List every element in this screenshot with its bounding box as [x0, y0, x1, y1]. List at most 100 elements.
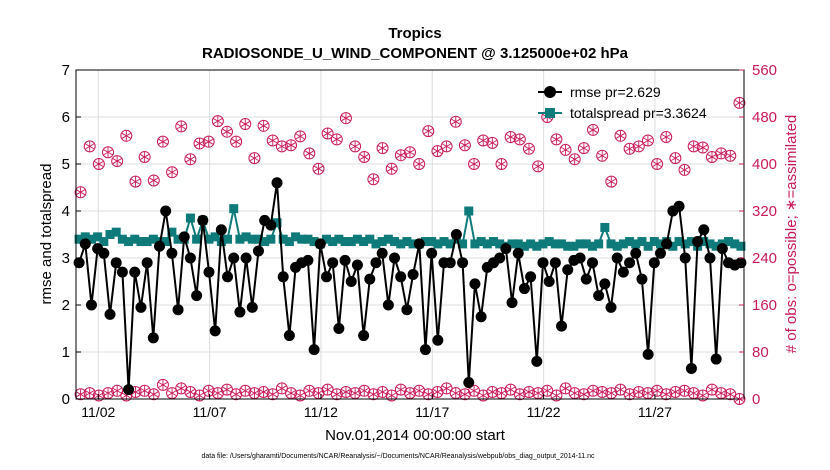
obs-asterisk-stroke [533, 390, 543, 397]
obs-asterisk-stroke [707, 386, 717, 393]
y-tick-label: 7 [62, 62, 70, 79]
rmse-point [444, 257, 456, 269]
rmse-point [85, 299, 97, 311]
obs-asterisk-stroke [597, 389, 607, 395]
rmse-point [98, 247, 110, 259]
obs-asterisk-stroke [213, 118, 223, 125]
x-tick-label: 11/07 [193, 404, 227, 420]
rmse-point [716, 243, 728, 255]
totalspread-point [433, 239, 443, 249]
possible-point [513, 133, 526, 146]
obs-asterisk-stroke [679, 166, 690, 173]
possible-point [294, 130, 307, 143]
y-tick-label: 2 [62, 297, 70, 314]
possible-point [669, 152, 682, 165]
obs-asterisk-stroke [423, 391, 433, 398]
rmse-point [197, 214, 209, 226]
totalspread-point [86, 234, 96, 244]
totalspread-point [649, 237, 659, 247]
possible-point [440, 140, 453, 153]
obs-asterisk-stroke [377, 389, 388, 395]
possible-point [724, 149, 737, 162]
obs-asterisk-stroke [222, 128, 232, 135]
possible-point [367, 173, 380, 186]
possible-point [376, 142, 389, 155]
obs-asterisk-stroke [286, 390, 296, 397]
obs-asterisk-stroke [469, 161, 479, 167]
possible-point [687, 140, 700, 153]
obs-circle [486, 136, 499, 149]
obs-circle [202, 135, 215, 148]
obs-asterisk-stroke [588, 127, 598, 133]
rmse-point [370, 257, 382, 269]
obs-asterisk-stroke [442, 143, 452, 150]
obs-asterisk-stroke [359, 387, 369, 394]
obs-asterisk-stroke [259, 122, 269, 129]
obs-circle [339, 112, 352, 125]
obs-circle [422, 125, 435, 138]
rmse-point [116, 266, 128, 278]
rmse-point [506, 297, 518, 309]
obs-asterisk-stroke [451, 118, 461, 125]
possible-point [111, 155, 124, 168]
obs-asterisk-stroke [295, 133, 305, 140]
obs-asterisk-stroke [121, 132, 131, 139]
totalspread-point [625, 237, 635, 247]
totalspread-point [309, 237, 319, 247]
possible-point [422, 125, 435, 138]
obs-asterisk-stroke [277, 385, 287, 392]
obs-asterisk-stroke [121, 392, 131, 399]
obs-asterisk-stroke [716, 390, 726, 397]
legend-totalspread-label: totalspread pr=3.3624 [570, 105, 707, 121]
possible-point [175, 120, 188, 133]
totalspread-point [136, 237, 146, 247]
obs-circle [632, 140, 645, 153]
obs-asterisk-stroke [661, 134, 671, 140]
obs-asterisk-stroke [341, 115, 351, 122]
possible-point [339, 112, 352, 125]
obs-asterisk-stroke [332, 391, 342, 398]
obs-asterisk-stroke [487, 139, 497, 146]
chart-subtitle: RADIOSONDE_U_WIND_COMPONENT @ 3.125000e+… [202, 45, 629, 62]
rmse-point [203, 266, 215, 278]
obs-circle [358, 150, 371, 163]
obs-circle [184, 153, 197, 166]
assimilated-point [632, 385, 645, 398]
rmse-point [692, 236, 704, 248]
obs-circle [495, 158, 508, 170]
totalspread-point [229, 204, 239, 214]
obs-circle [669, 152, 682, 165]
rmse-point [240, 252, 252, 264]
totalspread-point [346, 237, 356, 247]
obs-asterisk-stroke [85, 143, 95, 150]
totalspread-point [470, 239, 480, 249]
obs-circle [687, 140, 700, 153]
obs-circle [367, 173, 380, 186]
rmse-point [308, 344, 320, 356]
rmse-point [475, 311, 487, 323]
obs-asterisk-stroke [103, 390, 113, 397]
obs-asterisk-stroke [277, 143, 287, 150]
obs-circle [568, 153, 581, 166]
assimilated-point [74, 388, 87, 401]
obs-asterisk-stroke [158, 382, 168, 388]
rmse-point [110, 257, 122, 269]
rmse-point [605, 301, 617, 313]
obs-circle [92, 158, 105, 170]
legend-rmse-marker [544, 86, 556, 98]
possible-point [605, 175, 618, 188]
obs-asterisk-stroke [204, 387, 214, 394]
obs-circle [248, 152, 261, 165]
obs-circle [74, 186, 87, 199]
totalspread-point [124, 237, 134, 247]
obs-asterisk-stroke [313, 165, 324, 172]
possible-point [504, 130, 517, 143]
rmse-point [166, 247, 178, 259]
obs-asterisk-stroke [487, 389, 497, 395]
obs-circle [522, 385, 535, 398]
assimilated-point [147, 388, 160, 401]
possible-point [349, 140, 362, 153]
rmse-point [580, 273, 592, 285]
obs-circle [376, 142, 389, 155]
obs-circle [468, 158, 481, 170]
